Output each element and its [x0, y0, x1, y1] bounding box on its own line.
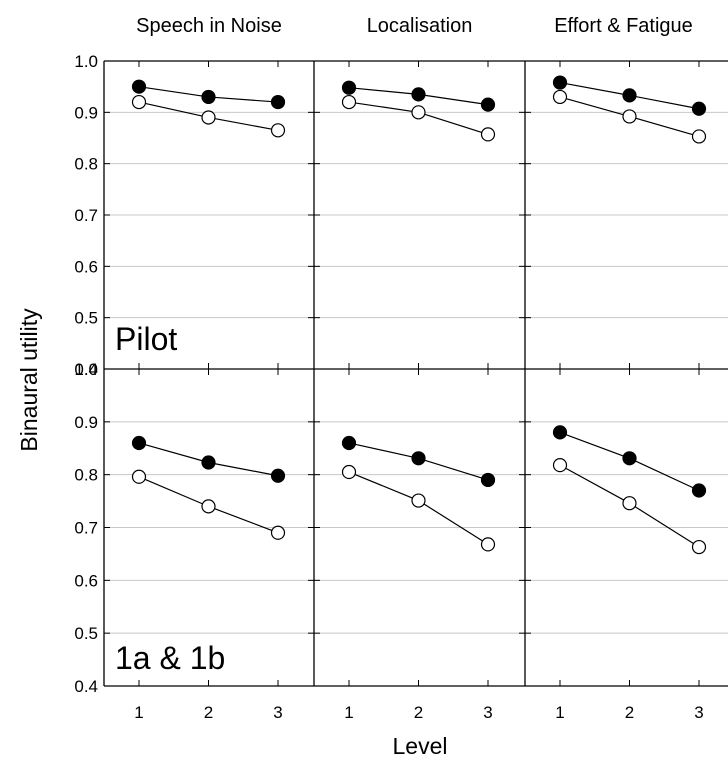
data-point-filled: [201, 89, 216, 105]
data-point-filled: [552, 75, 568, 90]
data-point-filled: [201, 455, 216, 470]
data-point-filled: [270, 468, 286, 483]
y-tick-label: 0.9: [74, 413, 98, 432]
y-axis-label: Binaural utility: [16, 308, 42, 452]
x-tick-label: 2: [625, 703, 634, 722]
y-tick-label: 0.8: [74, 155, 98, 174]
y-tick-label: 0.7: [74, 206, 98, 225]
x-tick-label: 1: [555, 703, 564, 722]
panel-title: Speech in Noise: [136, 15, 282, 37]
y-tick-label: 0.6: [74, 257, 98, 276]
data-point-filled: [411, 451, 426, 466]
figure-frame: [103, 60, 728, 687]
data-point-filled: [270, 94, 286, 110]
data-point-open: [622, 109, 637, 124]
data-point-open: [270, 525, 286, 540]
y-tick-label: 0.4: [74, 360, 98, 379]
data-point-filled: [341, 80, 357, 95]
row-label-pilot: Pilot: [115, 321, 177, 357]
series-line-open: [348, 471, 489, 545]
data-point-filled: [341, 435, 357, 451]
x-axis-label: Level: [393, 733, 448, 759]
data-point-open: [411, 105, 426, 120]
x-tick-label: 1: [344, 703, 353, 722]
data-point-open: [131, 469, 147, 484]
data-point-open: [552, 89, 568, 105]
data-point-open: [270, 123, 286, 138]
y-tick-label: 1.0: [74, 52, 98, 71]
y-tick-label: 0.7: [74, 519, 98, 538]
panel-0: 0.4 0.5 0.6 0.7 0.8 0.9 1.0 Speech in Noise: [74, 15, 314, 379]
y-tick-label: 0.8: [74, 466, 98, 485]
y-tick-label: 0.5: [74, 624, 98, 643]
data-point-open: [341, 464, 357, 480]
data-point-filled: [131, 435, 147, 451]
row-label-1a-1b: 1a & 1b: [115, 640, 225, 676]
panel-title: Localisation: [367, 15, 473, 37]
x-tick-label: 2: [204, 703, 213, 722]
data-point-filled: [480, 97, 496, 112]
data-point-open: [552, 458, 568, 473]
data-point-open: [341, 94, 357, 110]
data-point-filled: [691, 101, 707, 116]
data-point-open: [411, 493, 426, 508]
x-tick-label: 3: [273, 703, 282, 722]
data-point-open: [480, 127, 496, 142]
data-point-filled: [480, 472, 496, 488]
y-tick-label: 0.6: [74, 571, 98, 590]
panel-title: Effort & Fatigue: [554, 15, 693, 37]
panel-5: 1 2 3: [525, 368, 728, 722]
x-tick-label: 3: [694, 703, 703, 722]
y-tick-label: 0.4: [74, 677, 98, 696]
data-point-filled: [622, 451, 637, 466]
data-point-filled: [131, 79, 147, 94]
y-tick-label: 1.0: [74, 360, 98, 379]
data-point-filled: [622, 88, 637, 103]
data-point-open: [131, 94, 147, 110]
panel-1: Localisation: [314, 15, 525, 370]
panel-3: 0.4 0.5 0.6 0.7 0.8 0.9 1.0 1 2 3: [74, 360, 314, 722]
panel-2: Effort & Fatigue: [525, 15, 728, 370]
data-point-open: [691, 539, 707, 555]
panels: 0.4 0.5 0.6 0.7 0.8 0.9 1.0 Speech in Noise Loca…: [74, 15, 728, 722]
x-tick-label: 1: [134, 703, 143, 722]
data-point-filled: [691, 483, 707, 498]
y-tick-label: 0.5: [74, 309, 98, 328]
data-point-open: [201, 499, 216, 514]
data-point-open: [691, 129, 707, 144]
data-point-open: [622, 496, 637, 511]
x-tick-label: 3: [483, 703, 492, 722]
x-tick-label: 2: [414, 703, 423, 722]
panel-4: 1 2 3: [314, 368, 525, 722]
data-point-open: [201, 110, 216, 125]
y-tick-label: 0.9: [74, 103, 98, 122]
data-point-filled: [552, 425, 568, 440]
data-point-filled: [411, 87, 426, 102]
figure-labels: Binaural utility Level Pilot 1a & 1b: [16, 308, 447, 759]
data-point-open: [480, 537, 496, 552]
